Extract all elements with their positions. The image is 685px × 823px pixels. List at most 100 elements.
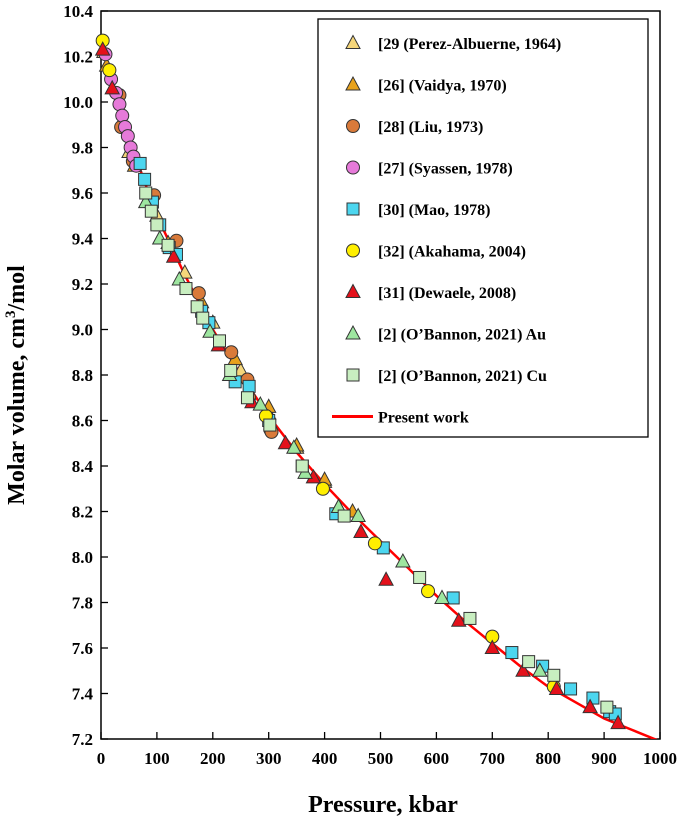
- data-point: [413, 570, 427, 584]
- y-tick-label: 7.4: [72, 685, 94, 704]
- data-point: [202, 323, 218, 338]
- y-tick-label: 7.6: [72, 639, 93, 658]
- y-tick-label: 9.4: [72, 230, 94, 249]
- legend-label: [32] (Akahama, 2004): [378, 244, 526, 261]
- legend-label: [27] (Syassen, 1978): [378, 161, 513, 178]
- data-point: [421, 584, 436, 599]
- data-point: [133, 156, 147, 170]
- x-tick-label: 700: [480, 749, 506, 768]
- data-point: [277, 434, 294, 450]
- data-point: [434, 589, 450, 604]
- data-point: [350, 507, 366, 523]
- data-point: [138, 172, 152, 186]
- data-point: [463, 611, 477, 625]
- data-point: [120, 129, 135, 144]
- y-tick-label: 9.0: [72, 321, 93, 340]
- x-tick-label: 200: [200, 749, 226, 768]
- data-point: [450, 612, 467, 627]
- data-point: [582, 698, 598, 714]
- data-point: [564, 682, 578, 696]
- data-point: [548, 680, 565, 695]
- legend-label: [30] (Mao, 1978): [378, 202, 490, 219]
- y-tick-label: 9.2: [72, 275, 93, 294]
- data-point: [179, 282, 193, 296]
- y-axis-label-sup: 3: [3, 310, 19, 318]
- x-axis-label: Pressure, kbar: [308, 792, 458, 818]
- legend-label: Present work: [378, 410, 469, 427]
- legend-label: [26] (Vaidya, 1970): [378, 78, 507, 95]
- data-point: [263, 418, 277, 432]
- y-axis-label: Molar volume, cm3/mol: [3, 265, 30, 505]
- legend-marker: [346, 160, 360, 175]
- data-point: [531, 662, 548, 677]
- x-tick-label: 300: [256, 749, 282, 768]
- data-point: [522, 655, 536, 669]
- legend-marker: [345, 324, 361, 340]
- y-tick-label: 8.4: [72, 457, 94, 476]
- data-point: [150, 218, 164, 232]
- data-point: [505, 646, 519, 660]
- y-tick-label: 10.2: [63, 48, 93, 67]
- data-point: [171, 270, 188, 286]
- y-tick-label: 8.2: [72, 503, 93, 522]
- y-tick-label: 10.0: [63, 93, 93, 112]
- legend-label: [2] (O’Bannon, 2021) Cu: [378, 368, 547, 385]
- y-axis-label-main: Molar volume, cm: [4, 318, 30, 505]
- y-axis: 7.2 7.4 7.6 7.8 8.0 8.2 8.4 8.6 8.8 9.0 9.2 9.4 9.6 9…: [63, 2, 108, 749]
- legend-label: [28] (Liu, 1973): [378, 119, 483, 136]
- legend-marker: [346, 243, 360, 258]
- data-point: [115, 108, 130, 123]
- x-tick-label: 900: [591, 749, 617, 768]
- x-tick-label: 100: [144, 749, 170, 768]
- y-tick-label: 10.4: [63, 2, 93, 21]
- data-point: [600, 700, 614, 714]
- data-point: [224, 345, 239, 360]
- data-point: [112, 97, 127, 112]
- data-point: [353, 523, 369, 538]
- data-point: [213, 334, 227, 348]
- data-point: [191, 286, 206, 301]
- y-tick-label: 7.2: [72, 730, 93, 749]
- series-8: [139, 186, 614, 714]
- y-axis-label-tail: /mol: [4, 265, 30, 312]
- y-tick-label: 7.8: [72, 594, 93, 613]
- legend-marker: [345, 75, 361, 91]
- data-point: [446, 591, 460, 605]
- legend-label: [29 (Perez-Albuerne, 1964): [378, 36, 561, 53]
- x-tick-label: 800: [535, 749, 561, 768]
- legend-marker: [346, 202, 360, 216]
- x-tick-label: 500: [368, 749, 394, 768]
- data-point: [367, 536, 382, 551]
- data-point: [378, 571, 394, 586]
- data-point: [94, 41, 111, 56]
- legend-marker: [345, 34, 361, 49]
- data-point: [286, 439, 302, 454]
- legend-marker: [346, 119, 360, 133]
- legend: [29 (Perez-Albuerne, 1964) [26] (Vaidya, …: [317, 18, 649, 438]
- data-point: [610, 714, 626, 730]
- data-point: [242, 379, 256, 393]
- y-tick-label: 8.6: [72, 412, 93, 431]
- data-point: [395, 552, 411, 568]
- data-point: [102, 63, 117, 78]
- data-point: [252, 396, 269, 411]
- legend-box: [317, 18, 649, 438]
- data-point: [139, 186, 153, 200]
- x-tick-label: 1000: [643, 749, 677, 768]
- y-tick-label: 8.0: [72, 548, 93, 567]
- legend-marker: [345, 283, 361, 298]
- y-tick-label: 9.8: [72, 139, 93, 158]
- x-axis: 0 100 200 300 400 500 600 700 800 900 1000: [97, 732, 677, 768]
- x-tick-label: 0: [97, 749, 106, 768]
- data-point: [104, 79, 121, 95]
- data-point: [196, 311, 210, 325]
- data-point: [224, 363, 238, 377]
- series-layer: [94, 33, 658, 739]
- x-tick-label: 400: [312, 749, 338, 768]
- data-point: [144, 204, 158, 218]
- data-point: [515, 662, 531, 677]
- data-point: [165, 248, 182, 263]
- y-tick-label: 9.6: [72, 184, 93, 203]
- data-point: [240, 391, 254, 405]
